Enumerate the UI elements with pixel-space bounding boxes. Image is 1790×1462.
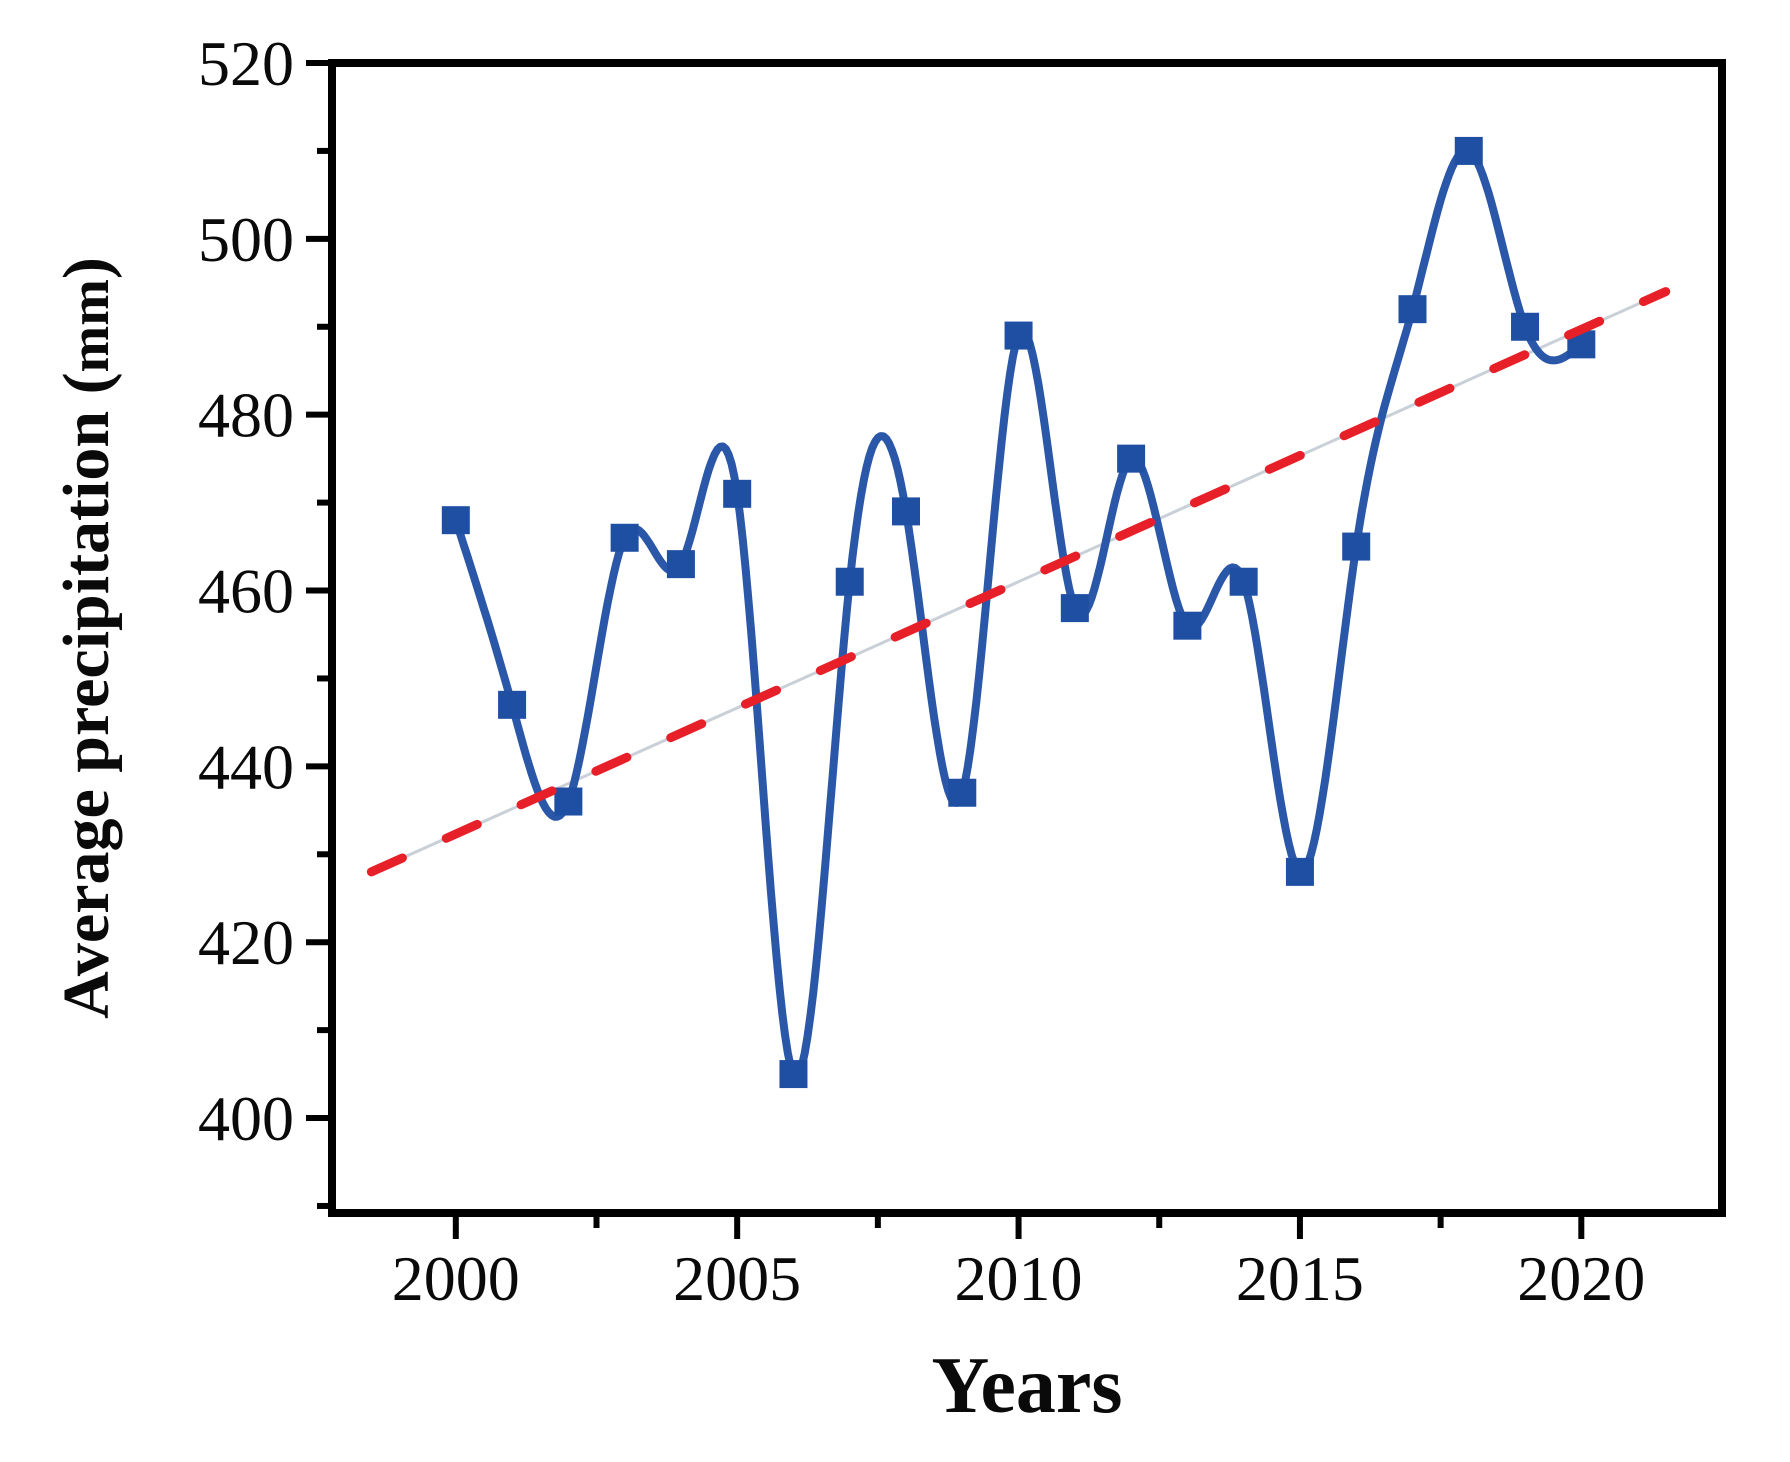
marker-2003 — [610, 523, 639, 552]
y-tick-label: 400 — [198, 1083, 294, 1154]
x-axis-title: Years — [931, 1342, 1122, 1430]
data-point-markers — [441, 136, 1596, 1089]
y-tick-label: 460 — [198, 556, 294, 627]
plot-frame — [328, 59, 1726, 1217]
y-tick-label: 520 — [198, 28, 294, 99]
marker-2005 — [723, 479, 752, 508]
marker-2015 — [1285, 857, 1314, 886]
marker-2006 — [779, 1060, 808, 1089]
x-tick-label: 2010 — [955, 1243, 1083, 1314]
y-axis-title: Average precipitation (mm) — [50, 257, 123, 1019]
marker-2013 — [1173, 611, 1202, 640]
marker-2001 — [498, 690, 527, 719]
tick-labels: 400 420 440 460 480 500 520 2000 2005 2010 2015 202… — [198, 28, 1645, 1314]
marker-2017 — [1398, 295, 1427, 324]
marker-2014 — [1229, 567, 1258, 596]
marker-2000 — [441, 506, 470, 535]
y-axis-unit: mm — [59, 279, 121, 372]
marker-2012 — [1117, 444, 1146, 473]
y-tick-label: 480 — [198, 380, 294, 451]
marker-2018 — [1454, 136, 1483, 165]
axes — [306, 59, 1726, 1239]
marker-2004 — [666, 550, 695, 579]
y-tick-label: 500 — [198, 204, 294, 275]
y-tick-label: 420 — [198, 907, 294, 978]
x-tick-label: 2005 — [673, 1243, 801, 1314]
marker-2007 — [835, 567, 864, 596]
marker-2009 — [948, 778, 977, 807]
x-tick-label: 2000 — [392, 1243, 520, 1314]
marker-2011 — [1060, 594, 1089, 623]
x-tick-label: 2015 — [1236, 1243, 1364, 1314]
x-tick-label: 2020 — [1517, 1243, 1645, 1314]
marker-2016 — [1342, 532, 1371, 561]
trend-dashed-line — [366, 287, 1671, 877]
marker-2008 — [892, 497, 921, 526]
trend-line — [366, 287, 1671, 877]
marker-2002 — [554, 787, 583, 816]
y-tick-label: 440 — [198, 731, 294, 802]
marker-2010 — [1004, 321, 1033, 350]
marker-2019 — [1511, 312, 1540, 341]
precipitation-spline — [451, 146, 1586, 1081]
precipitation-line — [451, 146, 1586, 1081]
